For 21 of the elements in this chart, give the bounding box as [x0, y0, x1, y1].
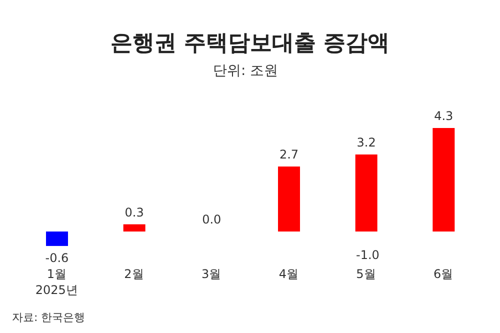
chart-title: 은행권 주택담보대출 증감액: [109, 30, 391, 58]
data-label: -0.6: [45, 250, 69, 265]
x-tick-label: 5월: [356, 267, 376, 281]
x-tick-label: 2월: [124, 267, 144, 281]
data-label: 3.2: [356, 135, 376, 150]
bar: [123, 224, 146, 232]
data-label: 0.3: [124, 205, 144, 220]
x-tick-label: 4월: [278, 267, 298, 281]
data-label: 2.7: [279, 148, 299, 162]
text: -1.0: [356, 248, 380, 262]
x-tick-label: 1월 2025년: [35, 267, 78, 297]
data-label: 0.0: [202, 212, 222, 227]
x-tick-label: 3월: [202, 267, 222, 281]
data-label: 4.3: [434, 109, 454, 123]
text: 자료: 한국은행: [12, 310, 86, 325]
bar: [355, 154, 378, 232]
x-tick-label: 6월: [434, 267, 454, 281]
bar: [278, 166, 300, 232]
chart-subtitle: 단위: 조원: [213, 62, 278, 80]
bar: [46, 232, 68, 246]
bar: [432, 128, 455, 232]
